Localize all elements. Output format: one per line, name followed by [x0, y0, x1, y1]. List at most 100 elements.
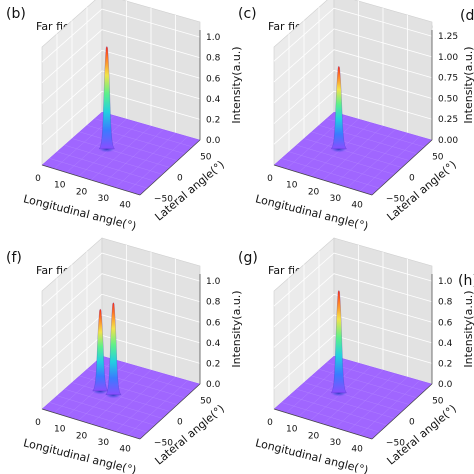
z-tick-label-g: 0.4 — [438, 339, 453, 349]
panel-g: (g)Far field(Phase shift:-72°)0.00.20.40… — [238, 237, 474, 474]
x-tick-label-g: 30 — [330, 438, 342, 448]
peak-1-c — [330, 66, 347, 149]
panel-label-b: (b) — [6, 6, 26, 22]
z-gridline-f — [41, 314, 201, 369]
panel-label-c: (c) — [238, 6, 257, 22]
z-tick-label-b: 0.2 — [206, 115, 220, 125]
panel-f: (f)Far field(Phase shift:+180°)0.00.20.4… — [6, 237, 243, 474]
y-tick-label-f: 50 — [200, 396, 212, 406]
x-tick-label-b: 30 — [98, 194, 110, 204]
x-axis-line-f — [41, 408, 141, 440]
z-gridline-f — [41, 273, 201, 327]
z-tick-label-f: 0.8 — [206, 298, 221, 308]
z-axis-label-f: Intensity(a.u.) — [230, 290, 243, 367]
peak-1-f — [92, 308, 109, 391]
z-gridline-c — [273, 49, 433, 103]
y-tick-label-g: 50 — [432, 396, 444, 406]
z-tick-label-g: 0.8 — [438, 298, 453, 308]
z-gridline-g — [273, 334, 433, 389]
peak-2-f — [105, 302, 122, 395]
x-tick-label-c: 10 — [286, 181, 298, 191]
z-gridline-c — [273, 7, 433, 62]
z-axis-label-g: Intensity(a.u.) — [462, 290, 474, 367]
floor-mesh-f — [103, 373, 164, 428]
z-gridline-f — [41, 252, 201, 307]
z-tick-label-c: 0.25 — [438, 115, 458, 125]
x-tick-label-b: 40 — [119, 201, 131, 211]
panel-b: (b)Far field(Mode:TE, λ:1600nm)0.00.20.4… — [6, 0, 243, 233]
x-tick-label-f: 40 — [119, 445, 131, 455]
x-tick-label-f: 10 — [54, 425, 66, 435]
z-tick-label-c: 0.00 — [438, 136, 458, 146]
z-tick-label-f: 0.6 — [206, 318, 221, 328]
z-gridline-b — [41, 90, 201, 145]
floor-mesh-b — [103, 129, 164, 184]
x-axis-line-c — [273, 164, 373, 196]
peak-1-g — [330, 290, 347, 393]
x-tick-label-g: 0 — [267, 418, 273, 428]
z-gridline-b — [41, 8, 201, 63]
x-axis-line-b — [41, 164, 141, 196]
y-tick-label-f: −50 — [154, 439, 173, 449]
y-axis-line-b — [139, 139, 201, 196]
z-gridline-c — [273, 70, 433, 124]
floor-mesh-b — [127, 136, 188, 192]
z-tick-label-c: 1.25 — [438, 32, 458, 42]
z-gridline-b — [41, 49, 201, 104]
x-tick-label-b: 0 — [35, 174, 41, 184]
z-gridline-f — [41, 293, 201, 348]
x-axis-line-g — [273, 408, 373, 440]
floor-mesh-c — [359, 136, 420, 192]
x-tick-label-c: 0 — [267, 174, 273, 184]
floor-mesh-f — [71, 382, 171, 412]
y-tick-label-b: 50 — [200, 152, 212, 162]
x-tick-label-f: 20 — [76, 431, 88, 441]
y-tick-label-c: 0 — [409, 174, 415, 184]
z-tick-label-b: 0.8 — [206, 54, 221, 64]
floor-mesh-c — [311, 131, 410, 161]
z-tick-label-f: 0.0 — [206, 380, 221, 390]
x-tick-label-f: 30 — [98, 438, 110, 448]
y-tick-label-c: −50 — [386, 195, 405, 205]
floor-mesh-g — [359, 380, 420, 436]
z-tick-label-g: 0.6 — [438, 318, 453, 328]
floor-mesh-f — [127, 380, 188, 436]
x-tick-label-b: 20 — [76, 187, 88, 197]
y-axis-line-c — [371, 139, 433, 196]
y-tick-label-g: −50 — [386, 439, 405, 449]
z-tick-label-g: 1.0 — [438, 277, 453, 287]
x-tick-label-f: 0 — [35, 418, 41, 428]
floor-mesh-g — [335, 373, 396, 428]
z-gridline-c — [273, 90, 433, 145]
floor-mesh-g — [311, 375, 410, 405]
floor-mesh-f — [115, 376, 176, 432]
z-gridline-g — [273, 252, 433, 307]
floor-mesh-c — [326, 118, 425, 148]
z-tick-label-f: 0.2 — [206, 359, 220, 369]
x-axis-label-b: Longitudinal angle(°) — [22, 192, 138, 233]
x-tick-label-c: 20 — [308, 187, 320, 197]
y-axis-line-g — [371, 383, 433, 440]
x-axis-label-g: Longitudinal angle(°) — [254, 436, 370, 474]
z-gridline-g — [273, 293, 433, 348]
z-tick-label-f: 1.0 — [206, 277, 221, 287]
peak-1-b — [98, 46, 115, 149]
y-tick-label-b: −50 — [154, 195, 173, 205]
panel-label-g: (g) — [238, 250, 258, 266]
z-axis-label-c: Intensity(a.u.) — [462, 46, 474, 123]
floor-mesh-b — [71, 138, 171, 168]
y-tick-label-g: 0 — [409, 418, 415, 428]
floor-mesh-c — [335, 129, 396, 184]
z-tick-label-b: 1.0 — [206, 33, 221, 43]
x-axis-label-f: Longitudinal angle(°) — [22, 436, 138, 474]
x-tick-label-b: 10 — [54, 181, 66, 191]
floor-mesh-b — [79, 131, 178, 161]
x-tick-label-c: 40 — [351, 201, 363, 211]
x-tick-label-g: 10 — [286, 425, 298, 435]
z-tick-label-b: 0.0 — [206, 136, 221, 146]
x-tick-label-c: 30 — [330, 194, 342, 204]
z-gridline-g — [273, 273, 433, 327]
panel-label-f: (f) — [6, 250, 22, 266]
x-tick-label-g: 40 — [351, 445, 363, 455]
